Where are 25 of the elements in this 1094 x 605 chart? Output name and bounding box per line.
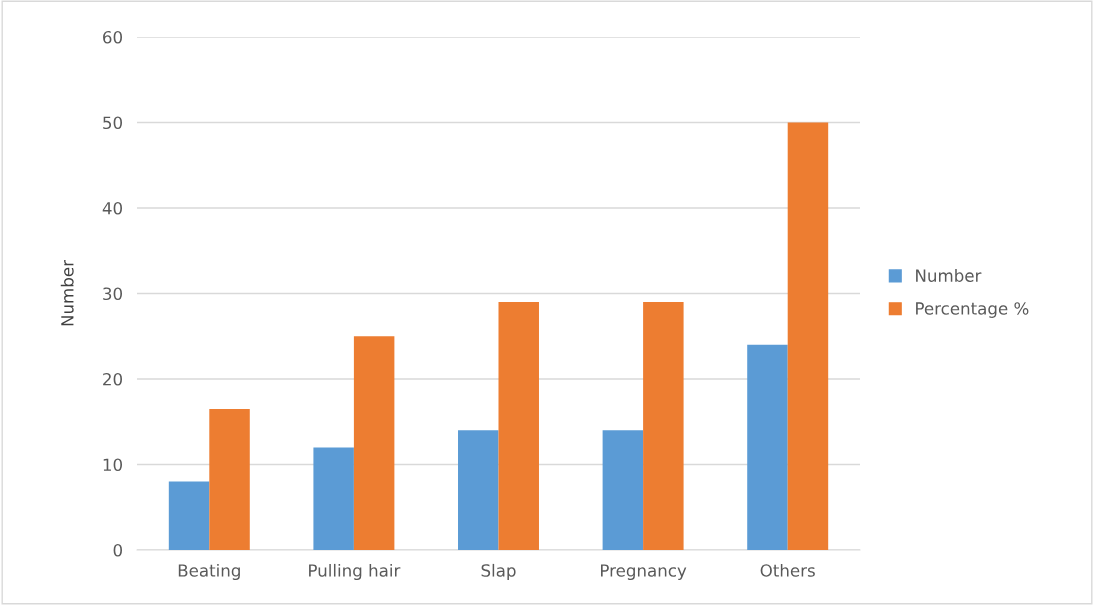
bar	[747, 344, 788, 550]
y-tick-label: 20	[103, 372, 122, 386]
y-tick-label: 60	[103, 30, 122, 44]
y-tick-label: 40	[102, 201, 122, 215]
y-tick-label: 30	[103, 287, 122, 301]
bar	[313, 447, 354, 550]
y-tick-label: 10	[103, 458, 122, 472]
bar	[353, 336, 395, 550]
y-tick-label: 50	[103, 116, 122, 130]
x-tick-label: Beating	[178, 563, 240, 581]
x-tick-label: Others	[760, 563, 815, 577]
bar	[498, 302, 539, 550]
x-tick-label: Slap	[481, 563, 516, 581]
legend-label: Percentage %	[916, 302, 1029, 318]
y-axis-title: Number	[60, 260, 74, 326]
x-tick-label: Pregnancy	[601, 564, 687, 581]
bar	[168, 481, 210, 550]
bar	[209, 408, 250, 550]
x-tick-label: Pulling hair	[309, 563, 401, 581]
bar	[602, 430, 644, 550]
bar	[643, 302, 684, 550]
y-tick-label: 0	[113, 543, 122, 557]
legend-label: Number	[916, 269, 982, 282]
bar	[787, 122, 829, 550]
bar	[458, 430, 499, 550]
